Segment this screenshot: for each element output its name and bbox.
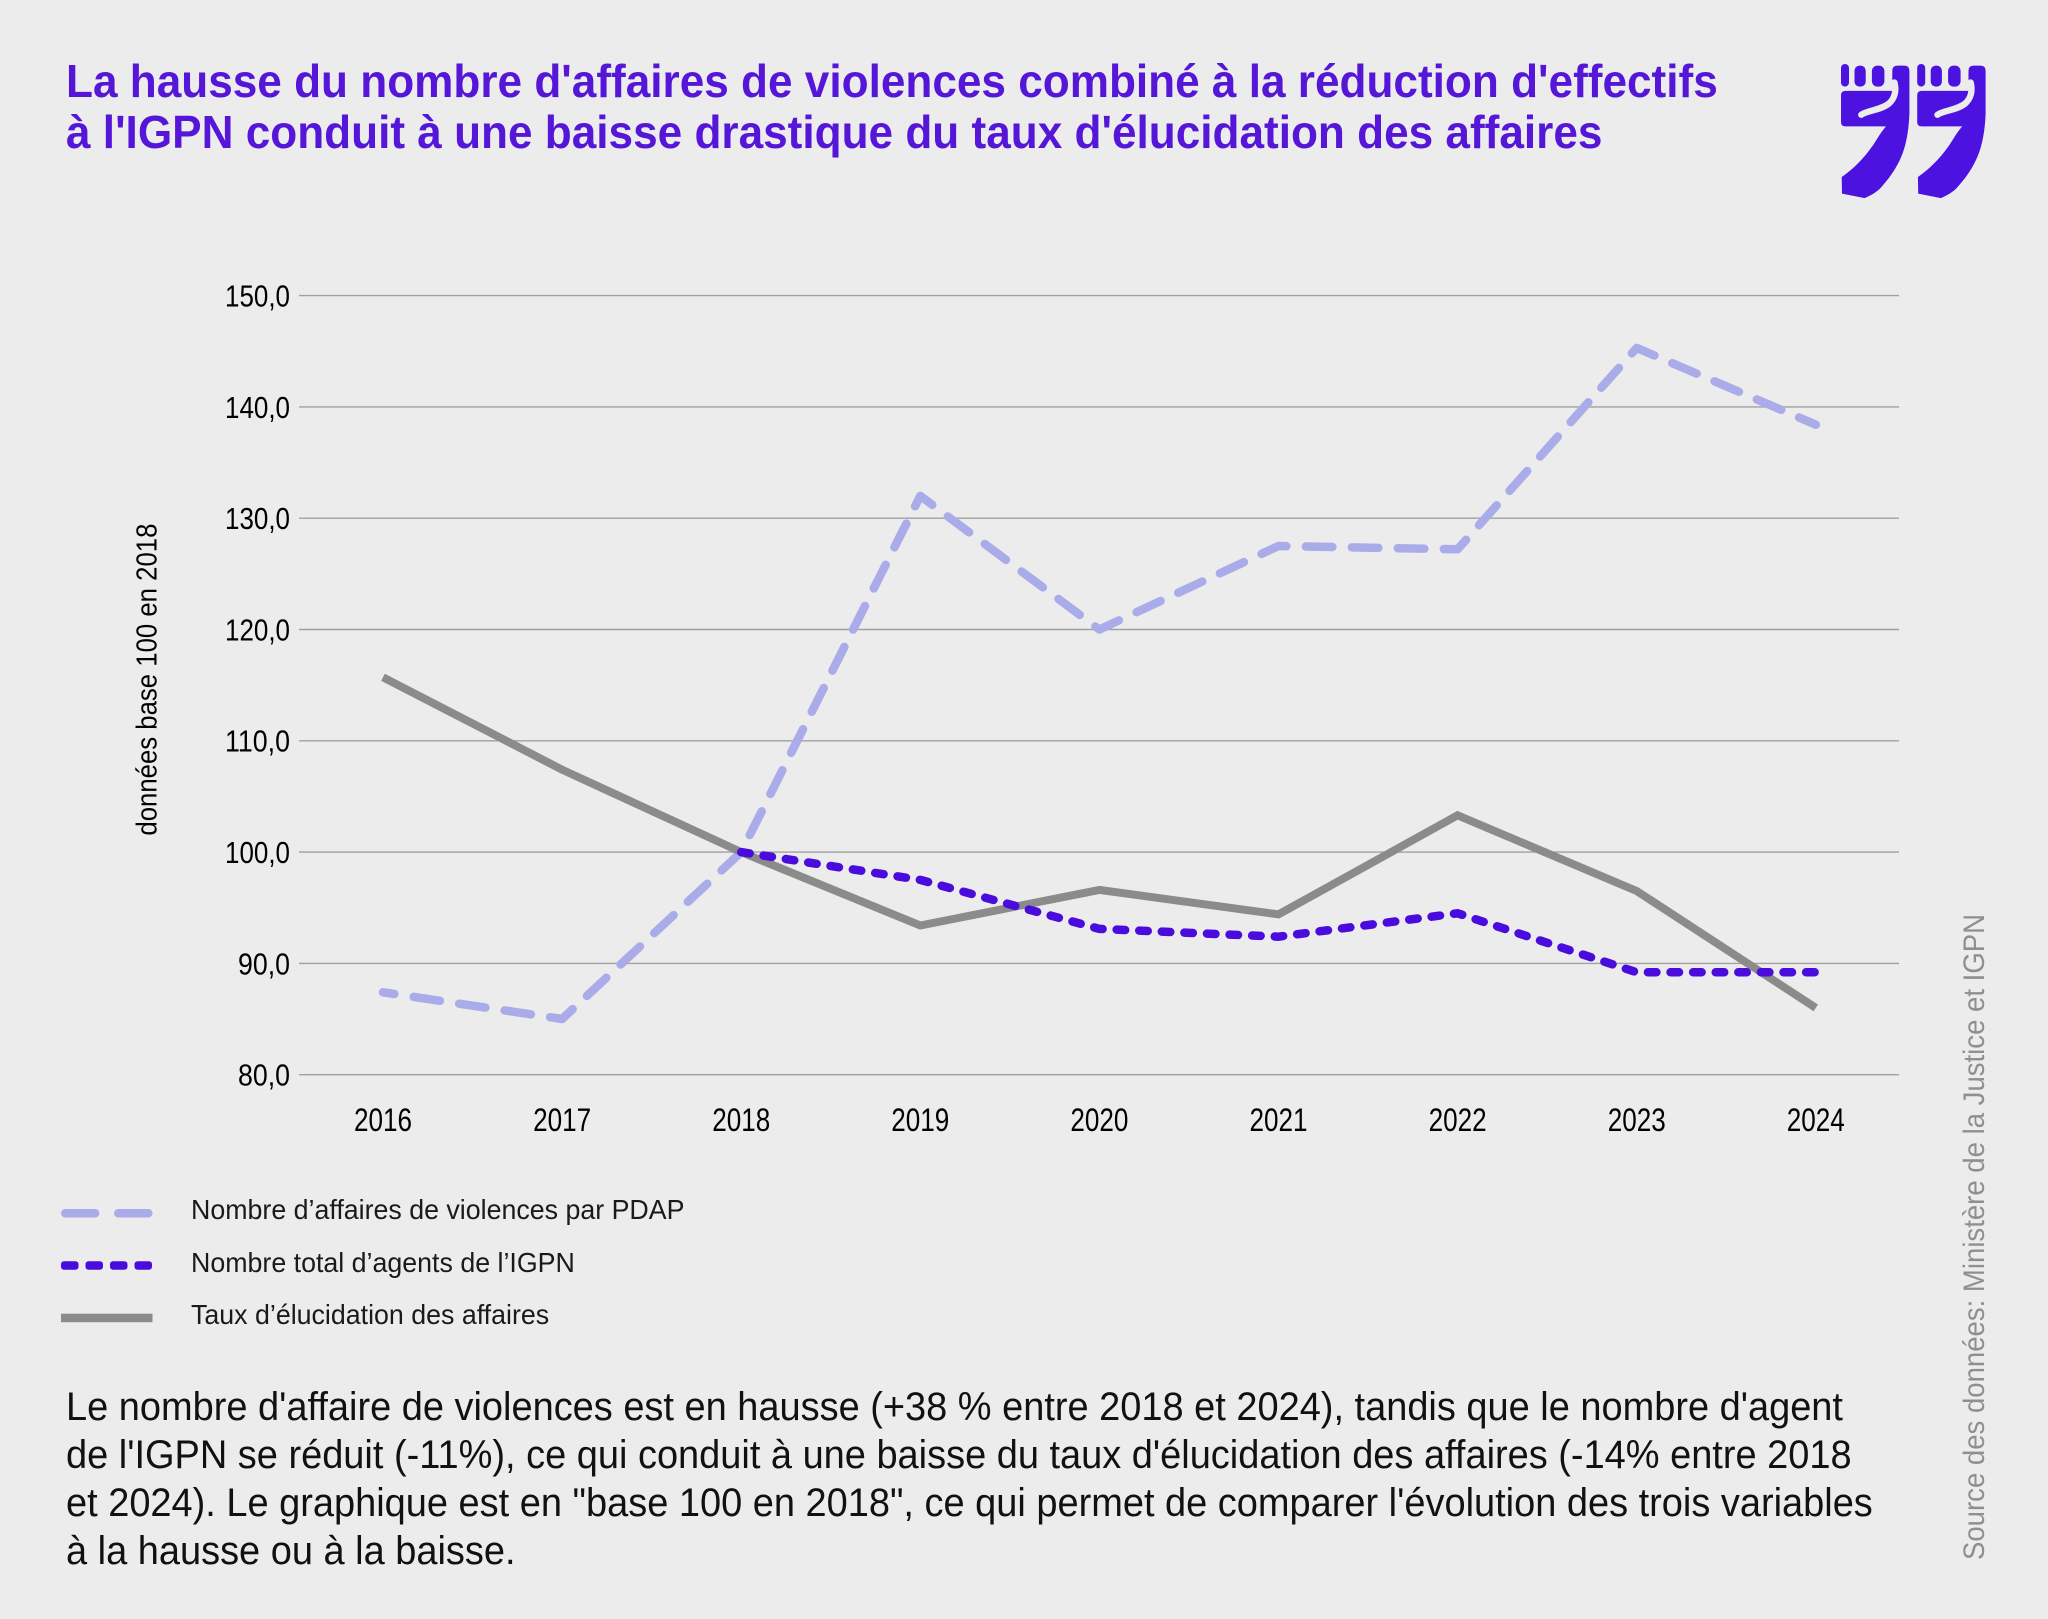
svg-text:2020: 2020 <box>1070 1102 1128 1138</box>
svg-text:100,0: 100,0 <box>225 835 290 870</box>
svg-text:2023: 2023 <box>1608 1102 1666 1138</box>
svg-text:2021: 2021 <box>1250 1102 1308 1138</box>
svg-text:120,0: 120,0 <box>225 612 290 647</box>
svg-text:2016: 2016 <box>354 1102 412 1138</box>
svg-text:110,0: 110,0 <box>225 724 290 759</box>
svg-text:90,0: 90,0 <box>238 946 290 981</box>
svg-text:150,0: 150,0 <box>225 279 290 314</box>
svg-text:données base 100 en 2018: données base 100 en 2018 <box>132 524 164 836</box>
svg-text:2018: 2018 <box>712 1102 770 1138</box>
svg-text:2024: 2024 <box>1787 1102 1845 1138</box>
svg-text:2017: 2017 <box>533 1102 591 1138</box>
svg-text:130,0: 130,0 <box>225 501 290 536</box>
svg-text:2019: 2019 <box>891 1102 949 1138</box>
svg-text:80,0: 80,0 <box>238 1058 290 1093</box>
svg-text:2022: 2022 <box>1429 1102 1487 1138</box>
svg-text:140,0: 140,0 <box>225 390 290 425</box>
